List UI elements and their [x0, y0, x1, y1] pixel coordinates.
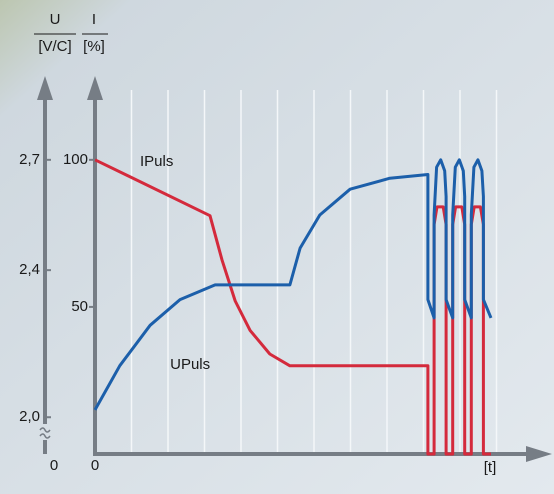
y2-axis-arrow [37, 76, 53, 100]
y-axis-unit: [%] [83, 38, 105, 55]
y-axis-arrow [87, 76, 103, 100]
y-axis-label: I [92, 11, 96, 28]
y2-tick-label: 2,7 [19, 151, 40, 168]
y-tick-label: 50 [71, 298, 88, 315]
series-label: IPuls [140, 153, 173, 170]
x-tick-label: 0 [91, 457, 99, 474]
y2-break-label: 0 [50, 457, 58, 474]
y2-axis-label: U [50, 11, 61, 28]
series-label: UPuls [170, 356, 210, 373]
series-line [93, 158, 493, 411]
y-tick-label: 100 [63, 151, 88, 168]
x-axis-arrow [526, 446, 552, 462]
y2-tick-label: 2,0 [19, 408, 40, 425]
y2-tick-label: 2,4 [19, 261, 40, 278]
x-axis-label: [t] [484, 459, 497, 476]
y2-axis-unit: [V/C] [38, 38, 71, 55]
axis-break [39, 427, 51, 439]
